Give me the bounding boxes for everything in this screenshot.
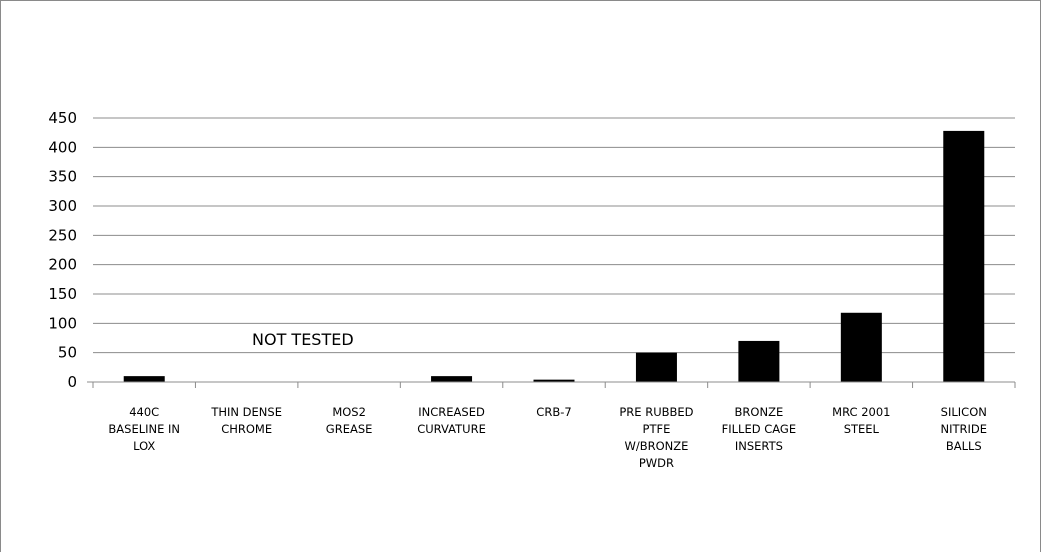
category-label: PRE RUBBED PTFE W/BRONZE PWDR [619, 405, 693, 470]
category-label: MOS2 GREASE [326, 405, 373, 436]
category-label-line: CURVATURE [417, 422, 486, 436]
category-label: CRB-7 [536, 405, 571, 419]
category-label-line: BASELINE IN [108, 422, 180, 436]
category-label: SILICON NITRIDE BALLS [941, 405, 988, 453]
bar [431, 376, 473, 382]
bar [943, 130, 985, 382]
bar [738, 340, 780, 382]
y-tick-label: 250 [48, 226, 77, 244]
category-label-line: 440C [129, 405, 159, 419]
category-label-line: PWDR [639, 456, 674, 470]
category-label-line: FILLED CAGE [722, 422, 796, 436]
y-tick-label: 150 [48, 285, 77, 303]
category-label-line: CRB-7 [536, 405, 571, 419]
y-tick-label: 450 [48, 109, 77, 127]
category-label-line: NITRIDE [941, 422, 988, 436]
category-label: MRC 2001 STEEL [832, 405, 890, 436]
y-tick-label: 100 [48, 314, 77, 332]
y-tick-label: 0 [67, 373, 77, 391]
category-label-line: SILICON [941, 405, 987, 419]
bar [533, 379, 575, 382]
category-label-line: INSERTS [735, 439, 783, 453]
bar [635, 352, 677, 382]
category-label-line: MOS2 [332, 405, 366, 419]
category-label: BRONZE FILLED CAGE INSERTS [722, 405, 796, 453]
category-label-line: STEEL [844, 422, 880, 436]
category-label-line: LOX [133, 439, 155, 453]
category-label: 440C BASELINE IN LOX [108, 405, 180, 453]
category-label-line: MRC 2001 [832, 405, 890, 419]
category-label-line: PTFE [643, 422, 671, 436]
category-label-line: BRONZE [735, 405, 784, 419]
category-label: INCREASED CURVATURE [417, 405, 486, 436]
category-label-line: W/BRONZE [624, 439, 688, 453]
y-tick-label: 350 [48, 168, 77, 186]
not-tested-annotation: NOT TESTED [252, 330, 354, 349]
x-axis [87, 381, 1016, 388]
category-label: THIN DENSE CHROME [210, 405, 282, 436]
category-label-line: THIN DENSE [210, 405, 282, 419]
y-tick-label: 300 [48, 197, 77, 215]
bar [123, 376, 165, 382]
bar [840, 312, 882, 382]
y-tick-label: 400 [48, 138, 77, 156]
category-label-line: INCREASED [418, 405, 485, 419]
gridlines [93, 117, 1015, 354]
category-label-line: BALLS [946, 439, 982, 453]
x-axis-labels: 440C BASELINE IN LOX THIN DENSE CHROME MOS2 GR… [108, 405, 987, 470]
category-label-line: GREASE [326, 422, 373, 436]
category-label-line: PRE RUBBED [619, 405, 693, 419]
y-tick-label: 50 [58, 344, 77, 362]
y-axis-ticks: 0 50 100 150 200 250 300 350 400 450 [48, 109, 77, 391]
y-tick-label: 200 [48, 256, 77, 274]
bars [123, 130, 985, 382]
category-label-line: CHROME [221, 422, 272, 436]
